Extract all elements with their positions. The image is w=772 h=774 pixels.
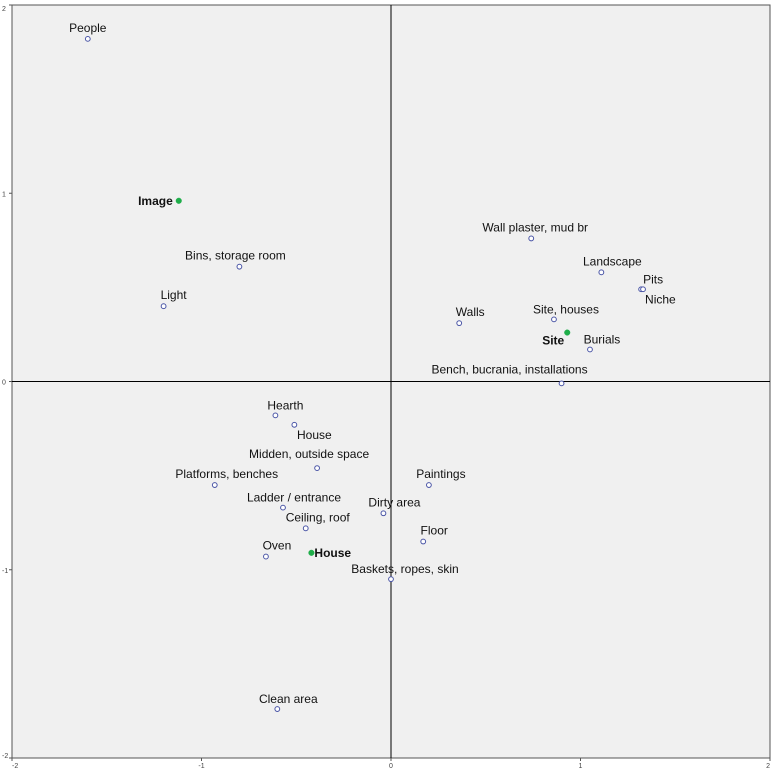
y-tick-label: 1	[2, 191, 6, 198]
row-point-label: People	[69, 21, 107, 35]
row-point-marker	[420, 538, 427, 545]
row-point-label: Baskets, ropes, skin	[351, 562, 458, 576]
row-point-label: Floor	[421, 524, 448, 538]
row-point-label: Ceiling, roof	[286, 510, 351, 524]
row-point-label: Dirty area	[368, 495, 420, 509]
x-tick-label: 2	[766, 763, 770, 770]
column-points-layer: Image Site House	[138, 194, 571, 560]
x-tick-label: -2	[12, 763, 18, 770]
column-point-marker	[308, 549, 315, 556]
row-point-label: Landscape	[583, 254, 642, 268]
x-tick-label: 0	[389, 763, 393, 770]
row-point-marker	[558, 380, 565, 387]
x-axis-ticks: -2 -1 0 1 2	[11, 758, 771, 770]
row-point-marker	[236, 263, 243, 270]
row-point-marker	[528, 235, 535, 242]
row-point-label: Hearth	[267, 398, 303, 412]
y-tick-label: -2	[2, 753, 8, 760]
row-point-marker	[280, 504, 286, 511]
row-point-label: Oven	[263, 539, 292, 553]
row-point-label: Paintings	[416, 467, 465, 481]
row-point-marker	[598, 269, 605, 276]
column-point-marker	[175, 197, 182, 204]
y-tick-label: -1	[2, 568, 8, 575]
row-point-marker	[380, 510, 387, 517]
row-point-marker	[263, 553, 269, 560]
row-point-label: Wall plaster, mud br	[482, 220, 588, 234]
row-point-label: House	[297, 428, 332, 442]
column-point-label: Site	[542, 334, 564, 348]
row-point-label: Pits	[643, 272, 663, 286]
row-point-marker	[314, 465, 320, 471]
row-point-marker	[84, 35, 91, 42]
row-point-marker	[426, 482, 432, 488]
row-point-marker	[272, 412, 279, 419]
row-point-marker	[388, 576, 394, 583]
row-point-label: Bench, bucrania, installations	[432, 362, 588, 376]
x-tick-label: 1	[579, 763, 583, 770]
row-point-label: Platforms, benches	[175, 467, 278, 481]
column-point-label: Image	[138, 194, 173, 208]
row-point-marker	[640, 286, 646, 293]
row-point-marker	[587, 346, 593, 353]
row-point-label: Clean area	[259, 692, 318, 706]
row-point-marker	[291, 421, 298, 428]
column-point-marker	[564, 329, 571, 336]
row-point-marker	[160, 303, 167, 310]
row-point-label: Ladder / entrance	[247, 491, 341, 505]
row-point-label: Midden, outside space	[249, 447, 369, 461]
row-point-marker	[456, 320, 463, 327]
row-point-label: Walls	[456, 305, 485, 319]
x-tick-label: -1	[198, 763, 204, 770]
row-point-label: Light	[161, 288, 188, 302]
row-point-label: Burials	[584, 332, 621, 346]
row-point-marker	[302, 525, 309, 532]
row-points-layer: People Bins, storage room Light Wall plaste…	[69, 21, 676, 712]
row-point-label: Bins, storage room	[185, 249, 286, 263]
row-point-marker	[551, 316, 557, 323]
y-tick-label: 0	[2, 380, 6, 387]
y-axis-ticks: 2 1 0 -1 -2	[2, 4, 12, 760]
row-point-label: Site, houses	[533, 302, 599, 316]
row-point-marker	[274, 706, 281, 712]
row-point-label: Niche	[645, 292, 676, 306]
row-point-marker	[211, 482, 218, 488]
column-point-label: House	[314, 546, 351, 560]
y-tick-label: 2	[2, 6, 6, 13]
